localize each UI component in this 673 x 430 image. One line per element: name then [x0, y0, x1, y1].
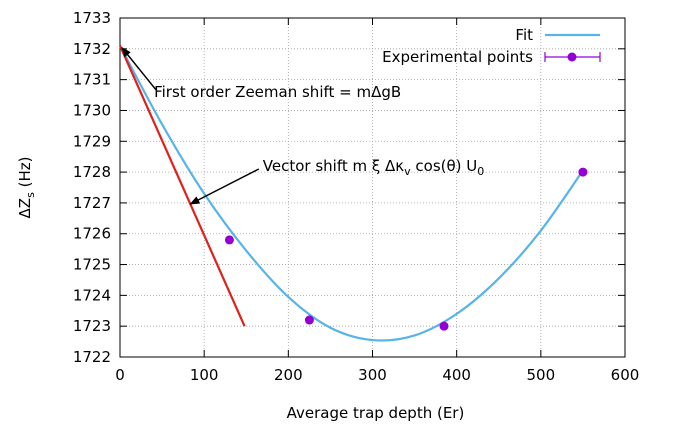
axes: 0 100 200 300 400 500 600 1722 1723 1724 1725 1726 1… [16, 9, 639, 422]
y-tick-label: 1729 [73, 132, 111, 150]
vector-shift-arrow [189, 168, 260, 205]
vector-shift-annotation: Vector shift m ξ Δκv cos(θ) U0 [263, 157, 485, 178]
annotations: First order Zeeman shift = mΔgB Vector sh… [121, 46, 485, 205]
experimental-point [578, 167, 588, 177]
first-order-line [118, 45, 246, 327]
fit-line [119, 45, 584, 342]
x-tick-label: 300 [358, 366, 387, 384]
y-tick-label: 1730 [73, 101, 111, 119]
x-tick-label: 200 [274, 366, 303, 384]
experimental-point [439, 321, 449, 331]
legend-swatch-point [567, 52, 577, 62]
y-tick-label: 1722 [73, 348, 111, 366]
y-tick-label: 1733 [73, 9, 111, 27]
y-tick-label: 1724 [73, 286, 111, 304]
experimental-point [224, 235, 234, 245]
zeeman-annotation: First order Zeeman shift = mΔgB [154, 83, 401, 101]
zeeman-arrow [121, 46, 157, 91]
x-tick-label: 100 [190, 366, 219, 384]
y-tick-label: 1727 [73, 194, 111, 212]
y-tick-label: 1732 [73, 40, 111, 58]
x-tick-label: 400 [442, 366, 471, 384]
x-tick-label: 0 [115, 366, 125, 384]
x-tick-label: 500 [527, 366, 556, 384]
y-tick-label: 1725 [73, 256, 111, 274]
x-tick-label: 600 [611, 366, 640, 384]
x-axis-title: Average trap depth (Er) [287, 404, 465, 422]
y-tick-label: 1726 [73, 225, 111, 243]
y-axis-title: ΔZs (Hz) [16, 157, 37, 219]
legend-label-points: Experimental points [382, 48, 533, 66]
legend: Fit Experimental points [382, 26, 601, 66]
experimental-point [304, 315, 314, 325]
grid [120, 18, 625, 357]
legend-label-fit: Fit [515, 26, 533, 44]
series [118, 45, 588, 342]
y-tick-label: 1723 [73, 317, 111, 335]
y-tick-label: 1728 [73, 163, 111, 181]
y-tick-label: 1731 [73, 71, 111, 89]
